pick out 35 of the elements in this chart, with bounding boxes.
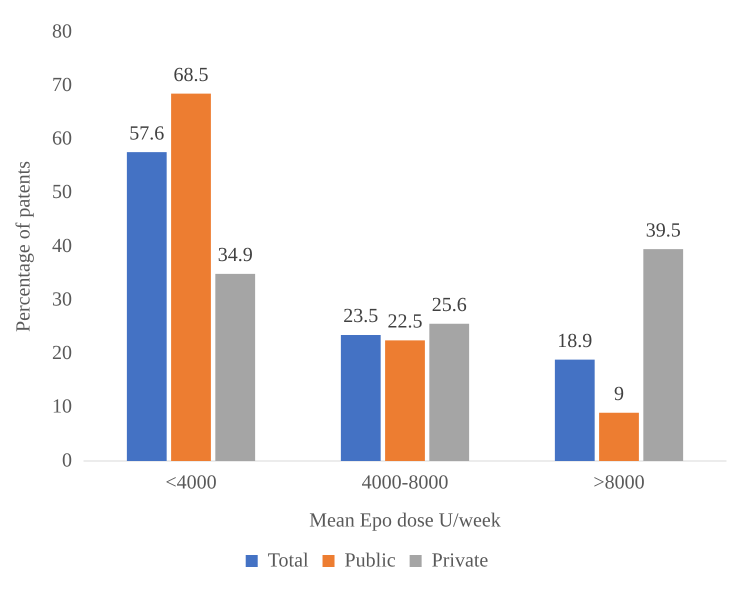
data-label: 34.9 bbox=[218, 244, 253, 266]
data-label: 25.6 bbox=[432, 294, 467, 316]
y-tick-label: 60 bbox=[52, 128, 72, 150]
x-tick-label: >8000 bbox=[593, 471, 645, 494]
bar bbox=[554, 360, 595, 461]
bar bbox=[643, 249, 684, 461]
x-tick-label: 4000-8000 bbox=[362, 471, 448, 494]
bar bbox=[171, 94, 211, 461]
data-label: 68.5 bbox=[174, 64, 208, 86]
data-label: 9 bbox=[614, 382, 624, 405]
bar bbox=[340, 334, 381, 461]
y-tick-label: 50 bbox=[52, 181, 72, 204]
data-label: 23.5 bbox=[343, 305, 378, 328]
legend-label: Total bbox=[268, 549, 309, 572]
data-label: 39.5 bbox=[646, 219, 681, 242]
y-tick-label: 30 bbox=[52, 288, 72, 310]
bar bbox=[385, 340, 425, 461]
y-axis-title: Percentage of patents bbox=[12, 160, 34, 332]
x-tick-label: <4000 bbox=[165, 471, 217, 494]
y-tick-label: 10 bbox=[52, 396, 72, 418]
legend-label: Private bbox=[432, 549, 488, 572]
y-tick-label: 80 bbox=[52, 20, 72, 42]
y-tick-label: 0 bbox=[62, 449, 72, 472]
x-axis-title: Mean Epo dose U/week bbox=[309, 509, 501, 532]
bar bbox=[599, 412, 639, 461]
y-tick-label: 20 bbox=[52, 342, 72, 364]
data-label: 57.6 bbox=[129, 122, 164, 144]
bar bbox=[429, 324, 470, 461]
data-label: 18.9 bbox=[557, 330, 592, 352]
y-tick-label: 70 bbox=[52, 74, 72, 96]
data-label: 22.5 bbox=[388, 310, 422, 333]
bar bbox=[126, 152, 167, 461]
legend-label: Public bbox=[344, 549, 396, 572]
y-tick-label: 40 bbox=[52, 234, 72, 257]
bar bbox=[215, 274, 256, 461]
